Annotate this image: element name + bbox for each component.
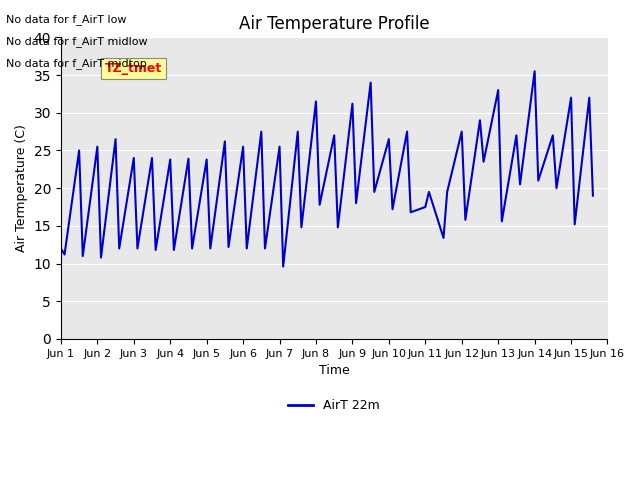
- Y-axis label: Air Termperature (C): Air Termperature (C): [15, 124, 28, 252]
- Text: No data for f_AirT midlow: No data for f_AirT midlow: [6, 36, 148, 47]
- Title: Air Temperature Profile: Air Temperature Profile: [239, 15, 429, 33]
- Text: No data for f_AirT midtop: No data for f_AirT midtop: [6, 58, 147, 69]
- Legend: AirT 22m: AirT 22m: [284, 394, 385, 417]
- Text: TZ_tmet: TZ_tmet: [104, 62, 162, 75]
- X-axis label: Time: Time: [319, 364, 349, 377]
- Text: No data for f_AirT low: No data for f_AirT low: [6, 14, 127, 25]
